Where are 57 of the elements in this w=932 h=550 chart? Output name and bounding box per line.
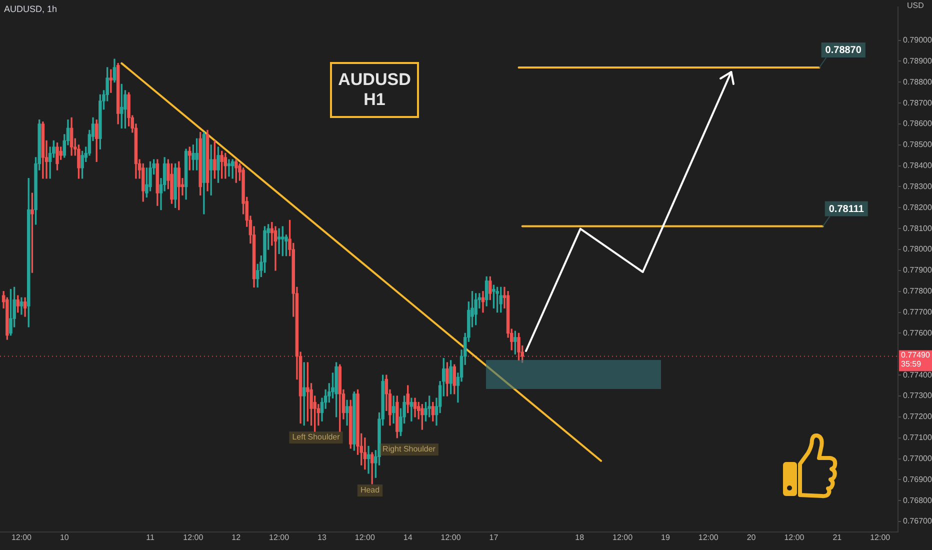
annotation: Left Shoulder xyxy=(292,432,340,442)
candlestick xyxy=(392,396,396,424)
x-tick-label: 12:00 xyxy=(698,533,719,542)
x-tick-label: 17 xyxy=(489,533,499,542)
y-tick-label: 0.77000 xyxy=(903,454,932,463)
y-tick-label: 0.78400 xyxy=(903,161,932,170)
x-tick-label: 11 xyxy=(146,533,155,542)
y-axis-title: USD xyxy=(907,1,924,10)
x-tick-label: 12:00 xyxy=(269,533,290,542)
annotation: Right Shoulder xyxy=(382,444,436,454)
x-tick-label: 12 xyxy=(232,533,242,542)
y-tick-label: 0.78000 xyxy=(903,244,932,254)
x-tick-label: 19 xyxy=(660,533,670,542)
y-tick-label: 0.77800 xyxy=(903,286,932,296)
data-label: 0.78870 xyxy=(825,45,862,56)
text: 35:59 xyxy=(901,359,922,368)
y-tick-label: 0.78200 xyxy=(903,202,932,212)
candlestick xyxy=(274,226,278,271)
candlestick xyxy=(363,438,367,470)
x-tick-label: 12:00 xyxy=(183,533,204,542)
y-tick-label: 0.78600 xyxy=(903,119,932,128)
x-tick-label: 20 xyxy=(746,533,756,542)
y-tick-label: 0.77600 xyxy=(903,328,932,338)
y-tick-label: 0.77300 xyxy=(903,391,932,400)
x-tick-label: 18 xyxy=(575,533,585,542)
y-tick-label: 0.76800 xyxy=(903,496,932,505)
x-tick-label: 10 xyxy=(60,533,70,542)
x-tick-label: 12:00 xyxy=(612,533,634,542)
y-tick-label: 0.78300 xyxy=(903,182,932,191)
y-tick-label: 0.76700 xyxy=(903,516,932,526)
y-tick-label: 0.77100 xyxy=(903,433,932,442)
x-tick-label: 12:00 xyxy=(354,533,376,542)
y-tick-label: 0.78100 xyxy=(903,224,932,233)
ref-line-label: 0.77490 xyxy=(901,350,930,360)
y-tick-label: 0.78800 xyxy=(903,77,932,86)
y-tick-label: 0.77200 xyxy=(903,412,932,422)
y-tick-label: 0.79000 xyxy=(903,35,932,44)
y-tick-label: 0.77400 xyxy=(903,370,932,380)
x-tick-label: 12:00 xyxy=(784,533,805,542)
data-label: 0.78111 xyxy=(828,204,864,216)
candlestick xyxy=(277,228,281,254)
x-tick-label: 13 xyxy=(318,533,327,542)
text: AUDUSD H1 xyxy=(330,62,419,118)
x-tick-label: 12:00 xyxy=(870,533,891,542)
y-tick-label: 0.76900 xyxy=(903,474,932,484)
y-tick-label: 0.78900 xyxy=(903,56,932,66)
x-tick-label: 21 xyxy=(832,533,842,542)
candlestick xyxy=(410,398,414,422)
y-tick-label: 0.78700 xyxy=(903,98,932,108)
annotation: Head xyxy=(360,486,380,495)
x-tick-label: 12:00 xyxy=(11,533,32,542)
y-tick-label: 0.78500 xyxy=(903,140,932,150)
x-tick-label: 12:00 xyxy=(440,533,462,542)
x-tick-label: 14 xyxy=(403,533,413,542)
y-tick-label: 0.77900 xyxy=(903,266,932,275)
y-tick-label: 0.77700 xyxy=(903,308,932,316)
chart-subtitle: AUDUSD, 1h xyxy=(4,4,58,14)
